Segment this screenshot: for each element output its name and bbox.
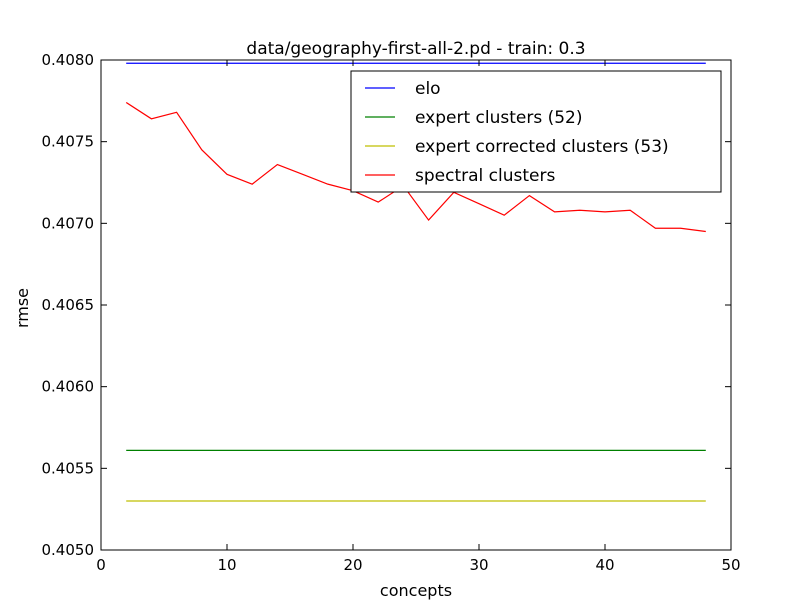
legend-label-3: spectral clusters bbox=[415, 166, 555, 186]
chart-title: data/geography-first-all-2.pd - train: 0… bbox=[246, 39, 585, 59]
y-tick-label: 0.4075 bbox=[42, 133, 95, 151]
legend: elo expert clusters (52) expert corrected … bbox=[350, 70, 722, 193]
x-tick-label: 20 bbox=[343, 556, 362, 574]
y-tick-label: 0.4060 bbox=[42, 378, 95, 396]
x-tick-label: 40 bbox=[595, 556, 614, 574]
y-tick-label: 0.4055 bbox=[42, 459, 95, 477]
y-tick-label: 0.4080 bbox=[42, 51, 95, 69]
legend-label-0: elo bbox=[415, 79, 441, 99]
legend-label-1: expert clusters (52) bbox=[415, 108, 583, 128]
x-tick-label: 50 bbox=[721, 556, 740, 574]
y-tick-label: 0.4050 bbox=[42, 541, 95, 559]
x-tick-label: 10 bbox=[217, 556, 236, 574]
legend-label-2: expert corrected clusters (53) bbox=[415, 137, 669, 157]
y-tick-label: 0.4065 bbox=[42, 296, 95, 314]
x-tick-label: 30 bbox=[469, 556, 488, 574]
legend-box bbox=[350, 70, 722, 193]
x-tick-label: 0 bbox=[96, 556, 106, 574]
plot-area: 0 10 20 30 40 50 0.4050 0.4055 0.4060 0.4065 0.407… bbox=[42, 51, 741, 574]
x-axis-label: concepts bbox=[380, 581, 452, 600]
y-tick-label: 0.4070 bbox=[42, 214, 95, 232]
y-axis-label: rmse bbox=[13, 288, 32, 328]
series-line-3 bbox=[125, 101, 706, 233]
